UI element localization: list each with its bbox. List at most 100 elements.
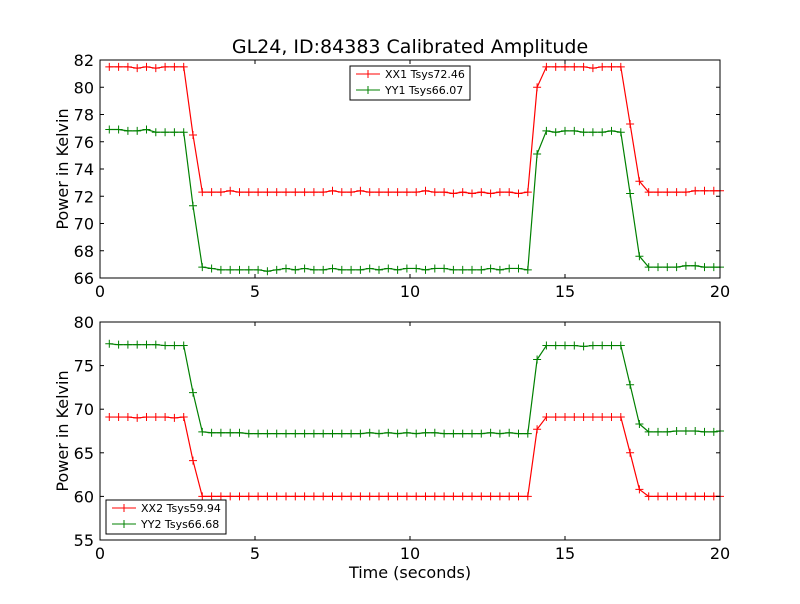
data-point: [235, 492, 244, 501]
data-point: [142, 62, 151, 71]
data-point: [691, 261, 700, 270]
data-point: [402, 492, 411, 501]
data-point: [551, 62, 560, 71]
data-point: [189, 456, 197, 465]
data-point: [272, 492, 281, 501]
legend-label-yy2: YY2 Tsys66.68: [140, 518, 219, 531]
data-point: [282, 264, 290, 273]
data-point: [635, 177, 644, 186]
data-point: [300, 264, 309, 273]
data-point: [393, 429, 402, 438]
data-point: [458, 492, 467, 501]
x-tick-label: 5: [250, 544, 260, 563]
data-point: [654, 263, 662, 272]
data-point: [244, 429, 253, 438]
data-point: [263, 492, 272, 501]
data-point: [495, 429, 504, 438]
data-point: [598, 62, 607, 71]
data-point: [449, 492, 458, 501]
data-point: [672, 427, 681, 435]
x-tick-label: 0: [95, 282, 105, 301]
data-point: [570, 62, 579, 71]
data-point: [523, 429, 532, 438]
data-point: [663, 492, 672, 501]
data-point: [161, 62, 170, 71]
data-point: [226, 265, 235, 274]
data-point: [523, 188, 532, 197]
data-point: [170, 62, 179, 71]
data-point: [309, 265, 318, 274]
data-point: [468, 189, 476, 198]
legend-box: [349, 65, 471, 101]
data-point: [207, 264, 216, 273]
data-point: [328, 264, 337, 273]
data-point: [468, 265, 476, 274]
data-point: [272, 429, 281, 438]
data-point: [179, 62, 188, 71]
data-point: [561, 341, 569, 350]
data-point: [607, 341, 616, 350]
data-point: [486, 189, 495, 198]
x-tick-label: 15: [555, 544, 575, 563]
data-point: [412, 264, 421, 273]
data-point: [421, 265, 430, 274]
data-point: [626, 448, 635, 457]
data-point: [365, 428, 374, 437]
data-point: [179, 341, 188, 350]
y-tick-label: 66: [74, 269, 94, 288]
data-point: [142, 125, 151, 134]
data-point: [616, 413, 625, 422]
data-point: [579, 413, 588, 422]
data-point: [681, 188, 690, 197]
data-point: [495, 188, 504, 197]
data-point: [347, 188, 356, 197]
y-tick-label: 80: [74, 313, 94, 332]
x-tick-label: 20: [710, 544, 730, 563]
data-point: [142, 413, 151, 422]
data-point: [542, 341, 551, 350]
data-point: [440, 188, 449, 197]
data-point: [514, 429, 523, 438]
data-point: [263, 267, 272, 276]
data-point: [421, 428, 430, 437]
data-point: [263, 429, 272, 438]
tick-layer: 0 5 10 15 20 66 68 70 72 74 76 78 80 82: [74, 51, 731, 301]
data-point: [198, 427, 207, 436]
data-point: [263, 188, 272, 197]
data-point: [616, 128, 625, 137]
legend: XX1 Tsys72.46 YY1 Tsys66.07: [349, 65, 471, 101]
data-point: [309, 492, 318, 501]
data-point: [579, 342, 588, 351]
data-point: [226, 492, 235, 501]
series-layer: [105, 62, 724, 276]
chart-top: GL24, ID:84383 Calibrated Amplitude Powe…: [53, 36, 730, 301]
data-point: [337, 429, 346, 438]
data-point: [561, 413, 569, 422]
data-point: [337, 492, 346, 501]
data-point: [486, 492, 495, 501]
data-point: [365, 188, 374, 197]
data-point: [635, 420, 644, 429]
data-point: [235, 428, 244, 437]
data-point: [533, 150, 542, 159]
data-point: [681, 427, 690, 435]
data-point: [654, 188, 662, 197]
data-point: [709, 427, 718, 436]
data-point: [291, 429, 300, 438]
data-point: [356, 186, 365, 195]
data-point: [691, 186, 700, 195]
x-tick-label: 5: [250, 282, 260, 301]
data-point: [412, 188, 421, 197]
data-point: [170, 128, 179, 137]
data-point: [681, 261, 690, 270]
data-point: [700, 186, 709, 195]
data-point: [319, 492, 328, 501]
data-point: [123, 62, 132, 71]
data-point: [402, 428, 411, 437]
data-point: [449, 429, 458, 438]
y-tick-label: 76: [74, 133, 94, 152]
data-point: [291, 265, 300, 274]
data-point: [189, 201, 197, 210]
y-tick-label: 68: [74, 242, 94, 261]
data-point: [588, 341, 597, 350]
